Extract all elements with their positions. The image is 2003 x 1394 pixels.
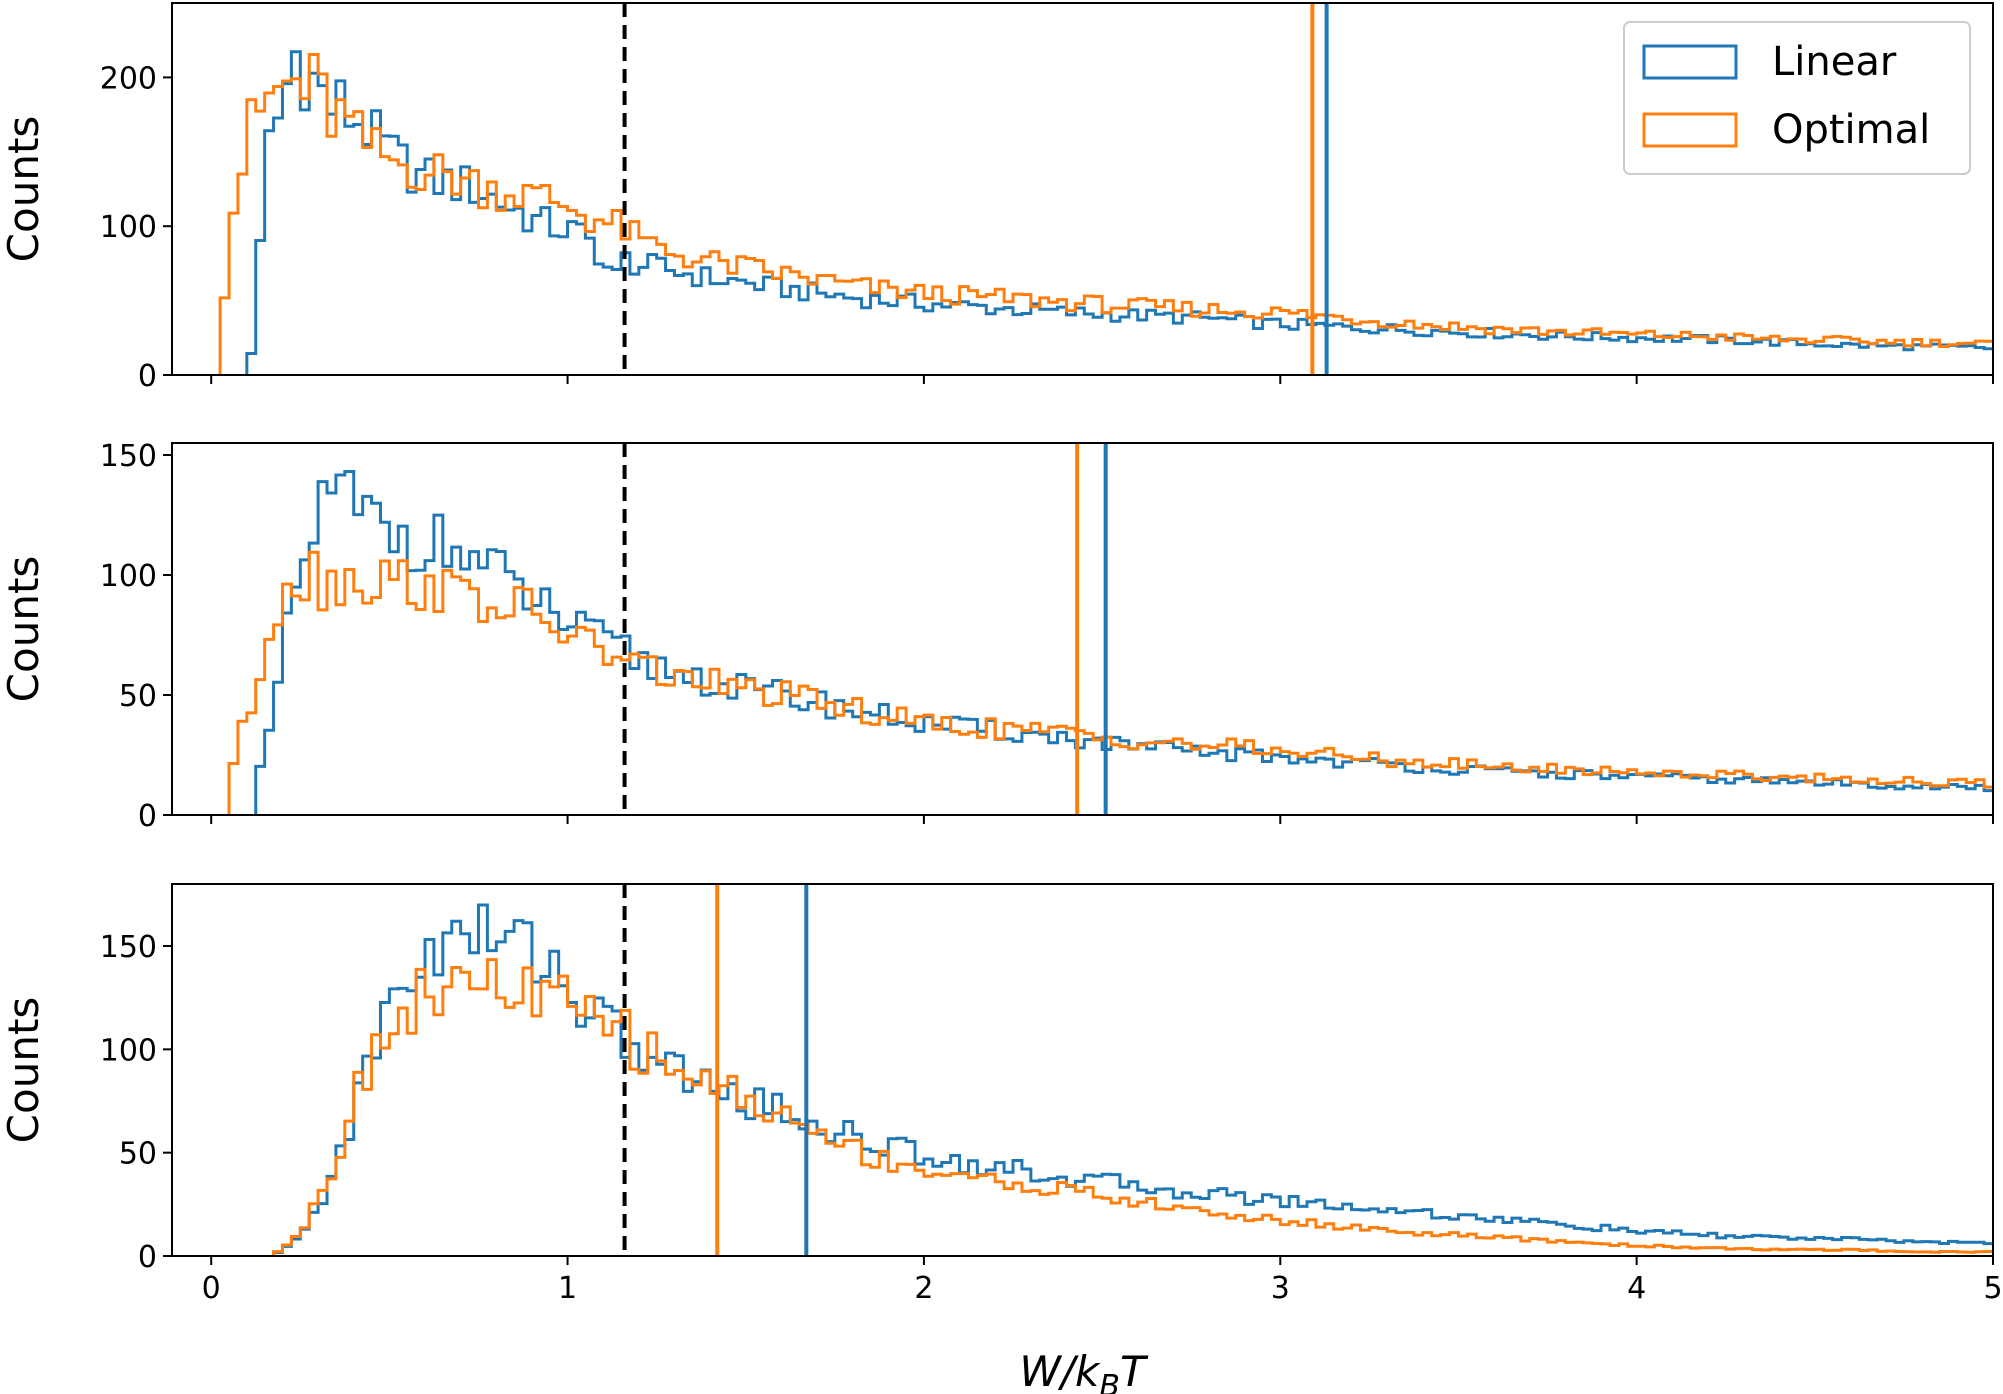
y-axis-label: Counts [0, 997, 48, 1144]
y-tick-label: 150 [100, 439, 157, 474]
legend-label-linear: Linear [1772, 39, 1897, 85]
x-axis-label-subscript: B [1099, 1369, 1120, 1394]
y-tick-label: 100 [100, 1033, 157, 1068]
axes-frame [171, 883, 1994, 1257]
y-tick-label: 0 [138, 799, 157, 834]
histogram-linear [272, 903, 1993, 1256]
x-axis-label-part: T [1120, 1347, 1149, 1394]
y-tick-label: 50 [119, 679, 157, 714]
x-tick-label: 4 [1627, 1271, 1646, 1306]
x-axis-label-part: W/k [1019, 1347, 1101, 1394]
x-tick-label: 1 [558, 1271, 577, 1306]
histogram-optimal [218, 52, 1993, 375]
axes-frame [171, 442, 1994, 816]
plot-area [272, 884, 1993, 1256]
y-tick-label: 100 [100, 210, 157, 245]
x-tick-label: 3 [1271, 1271, 1290, 1306]
plot-area [227, 443, 1993, 815]
legend: Linear Optimal [1623, 21, 1971, 175]
y-tick-label: 0 [138, 1240, 157, 1275]
x-tick-label: 5 [1983, 1271, 2002, 1306]
legend-swatch-linear [1642, 44, 1738, 80]
panel-middle: 0 50 100 150 Counts [0, 439, 1994, 834]
legend-box [1623, 21, 1971, 175]
x-axis-label: W/kBT [1019, 1347, 1149, 1394]
x-tick-label: 2 [914, 1271, 933, 1306]
panel-top: 0 100 200 Counts Linear Optimal [0, 2, 1994, 394]
x-tick-label: 0 [202, 1271, 221, 1306]
y-tick-label: 150 [100, 930, 157, 965]
y-tick-label: 0 [138, 359, 157, 394]
axes-frame [171, 2, 1994, 376]
legend-label-optimal: Optimal [1772, 107, 1930, 153]
y-tick-label: 200 [100, 61, 157, 96]
panel-bottom: 0 50 100 150 0 1 2 3 4 5 Counts W/kBT [0, 883, 2003, 1394]
plot-area [218, 3, 1993, 375]
y-axis-label: Counts [0, 116, 48, 263]
y-tick-label: 50 [119, 1137, 157, 1172]
y-tick-label: 100 [100, 559, 157, 594]
y-axis-label: Counts [0, 556, 48, 703]
histogram-optimal [227, 550, 1993, 815]
histogram-optimal [272, 958, 1993, 1256]
legend-swatch-optimal [1642, 112, 1738, 148]
